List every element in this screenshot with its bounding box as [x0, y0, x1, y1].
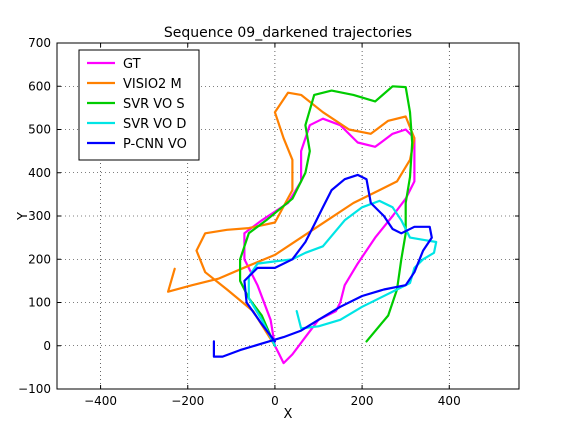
series-line-p-cnn-vo — [212, 173, 433, 358]
x-tick-label: −200 — [171, 394, 204, 408]
y-tick-label: 200 — [28, 252, 51, 266]
y-tick-label: 400 — [28, 166, 51, 180]
legend-label: P-CNN VO — [123, 137, 187, 152]
axis-ticks — [57, 42, 519, 390]
x-axis-label: X — [284, 407, 293, 422]
y-tick-label: 300 — [28, 209, 51, 223]
y-tick-label: 500 — [28, 123, 51, 137]
chart-title: Sequence 09_darkened trajectories — [164, 25, 412, 41]
y-tick-label: −100 — [18, 382, 51, 396]
x-tick-label: 0 — [271, 394, 279, 408]
series-line-svr-vo-d — [247, 199, 438, 347]
y-tick-label: 0 — [43, 339, 51, 353]
trajectory-lines — [167, 85, 438, 365]
legend-label: GT — [123, 57, 141, 72]
legend: GT VISIO2 M SVR VO S SVR VO D P-CNN VO — [78, 49, 200, 161]
x-tick-label: −400 — [84, 394, 117, 408]
legend-label: SVR VO S — [123, 97, 185, 112]
x-tick-label: 400 — [438, 394, 461, 408]
tick-labels: −400 −200 0 200 400 −100 0 100 200 300 400 500 600 70… — [18, 36, 461, 408]
y-tick-label: 700 — [28, 36, 51, 50]
legend-box — [78, 49, 200, 161]
y-tick-label: 100 — [28, 296, 51, 310]
y-tick-label: 600 — [28, 79, 51, 93]
x-tick-label: 200 — [351, 394, 374, 408]
series-line-visio2-m — [167, 91, 416, 347]
legend-label: SVR VO D — [123, 117, 186, 132]
y-axis-label: Y — [16, 212, 31, 221]
legend-label: VISIO2 M — [123, 77, 182, 92]
